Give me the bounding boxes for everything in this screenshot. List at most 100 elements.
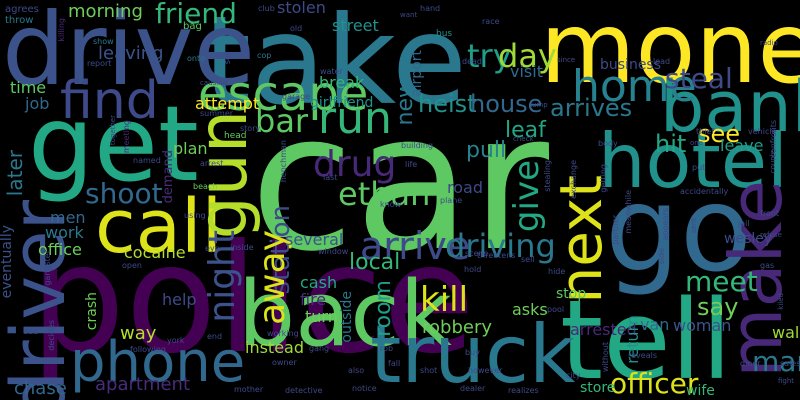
word-threatens: threatens — [477, 251, 516, 260]
word-vehicle: vehicle — [748, 127, 777, 136]
word-local: local — [349, 250, 401, 275]
word-scene: scene — [465, 249, 489, 258]
word-take: take — [203, 0, 467, 132]
word-police: police — [30, 213, 476, 387]
word-gang: gang — [309, 344, 330, 353]
word-stealing: stealing — [543, 160, 552, 192]
word-detective: detective — [285, 386, 323, 395]
word-also: also — [348, 366, 365, 375]
word-fight: fight — [778, 377, 795, 385]
word-life: life — [405, 160, 418, 169]
word-meeting: meeting — [122, 120, 131, 154]
word-heist: heist — [418, 90, 477, 118]
word-put: put — [692, 163, 706, 172]
word-garage: garage — [282, 92, 311, 101]
word-help: help — [162, 290, 197, 309]
word-call: call — [95, 184, 223, 270]
word-refuse: refuse — [760, 231, 782, 239]
word-woman: woman — [673, 316, 732, 335]
word-using: using — [184, 211, 206, 220]
word-bus: bus — [436, 29, 453, 39]
word-home: home — [572, 61, 697, 112]
word-end: end — [207, 332, 223, 341]
word-business: business — [600, 57, 662, 73]
word-money: money — [540, 0, 800, 106]
word-shoot: shoot — [85, 177, 163, 210]
word-dead: dead — [462, 57, 482, 66]
word-street: street — [332, 16, 379, 35]
word-wife: wife — [686, 383, 715, 399]
word-set: set — [223, 52, 232, 65]
word-fire: fire — [300, 290, 327, 309]
word-agrees: agrees — [5, 4, 39, 15]
word-turn: turn — [305, 307, 338, 326]
word-phone: phone — [70, 330, 246, 395]
word-house: house — [470, 90, 543, 118]
word-instead: instead — [245, 338, 304, 357]
word-dad: dad — [23, 327, 39, 336]
word-causing: causing — [200, 79, 228, 87]
word-race: race — [482, 17, 500, 26]
word-arrives: arrives — [550, 94, 633, 122]
word-plan: plan — [173, 139, 208, 158]
word-check: check — [513, 135, 534, 143]
word-story: story — [240, 124, 261, 133]
word-find: find — [60, 71, 159, 131]
word-walk: walk — [772, 323, 800, 342]
word-arrive: arrive — [360, 224, 471, 268]
word-hold: hold — [464, 265, 482, 274]
word-outside: outside — [339, 291, 355, 343]
word-visit: visit — [510, 62, 543, 81]
word-girlfriend: girlfriend — [310, 95, 374, 111]
word-cocaine: cocaine — [124, 243, 186, 262]
word-chase: chase — [14, 378, 67, 399]
word-last: last — [323, 173, 338, 182]
word-leaf: leaf — [505, 118, 546, 143]
word-one: one — [690, 139, 704, 147]
word-truck: truck — [370, 308, 576, 400]
word-diner: diner — [740, 359, 761, 368]
word-demand: demand — [161, 150, 176, 204]
word-gangster: gangster — [43, 250, 52, 286]
word-decides: decides — [47, 320, 56, 351]
word-store: store — [580, 380, 616, 396]
word-realizes: realizes — [508, 386, 539, 395]
word-front: front — [760, 209, 780, 218]
word-job: job — [25, 94, 50, 113]
word-meet: meet — [685, 265, 758, 298]
word-rob: rob — [380, 344, 394, 353]
word-killing: killing — [57, 18, 66, 42]
word-ethan: ethan — [338, 175, 431, 213]
word-run: run — [318, 93, 392, 144]
word-salesman: salesman — [780, 359, 800, 368]
word-following: following — [130, 345, 166, 354]
word-hand: hand — [420, 4, 441, 13]
word-lead: lead — [653, 57, 671, 66]
word-named: named — [133, 156, 161, 165]
word-open: open — [122, 261, 142, 270]
word-arrest: arrest — [200, 159, 224, 168]
word-see: see — [698, 120, 741, 148]
word-morning: morning — [68, 1, 143, 22]
word-jump: jump — [530, 101, 548, 109]
word-wesley: wesley — [724, 231, 773, 247]
word-dealer: dealer — [460, 384, 486, 393]
word-eventually: eventually — [0, 225, 15, 299]
word-time: time — [10, 78, 47, 97]
word-building: building — [401, 141, 434, 150]
word-pull: pull — [466, 138, 507, 163]
word-room: room — [371, 280, 396, 337]
word-show: show — [93, 37, 114, 46]
word-asks: asks — [512, 300, 548, 319]
word-hotel: hotel — [598, 117, 788, 205]
word-jail: jail — [738, 219, 750, 228]
word-bank: bank — [660, 66, 800, 148]
word-say: say — [697, 293, 739, 321]
word-however: however — [468, 366, 503, 375]
word-get: get — [28, 83, 199, 205]
word-arrested: arrested — [570, 320, 637, 339]
word-notice: notice — [352, 384, 377, 393]
word-next: next — [547, 175, 615, 304]
word-kill: kill — [420, 280, 469, 320]
